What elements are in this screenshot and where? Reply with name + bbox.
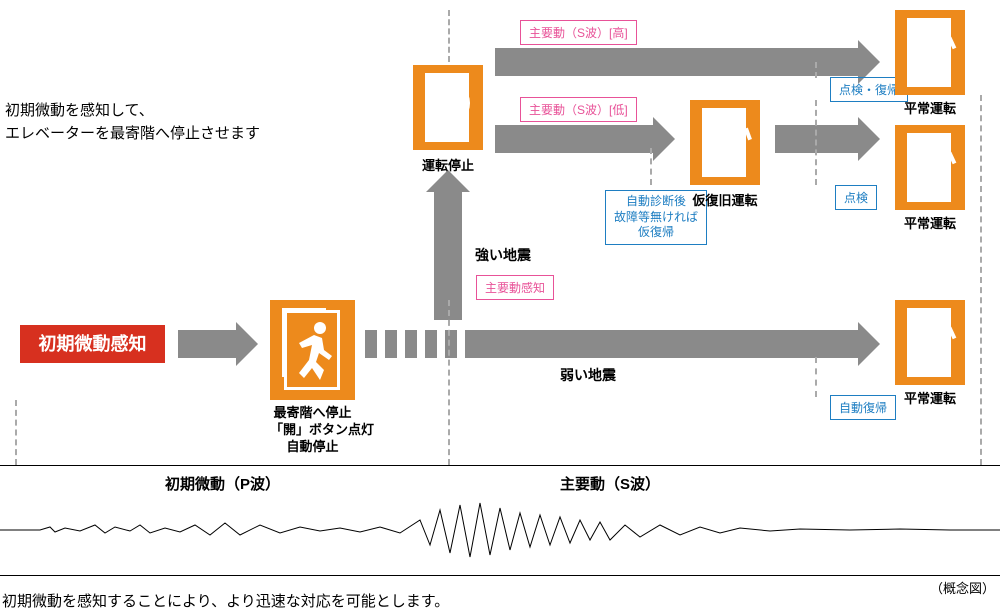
vdash-4 (650, 148, 652, 185)
swave-low-box: 主要動（S波）[低] (520, 97, 637, 122)
auto-recover-box: 自動復帰 (830, 395, 896, 420)
arrow-temp-to-normal2 (775, 125, 860, 153)
main-sense-box: 主要動感知 (476, 275, 554, 300)
vdash-3 (448, 300, 450, 465)
stop-label: 運転停止 (413, 155, 483, 174)
arrow-low (495, 125, 655, 153)
person-icon (935, 315, 957, 373)
nearest-floor-label: 最寄階へ停止 「開」ボタン点灯 自動停止 (270, 405, 355, 456)
pwave-label: 初期微動（P波） (165, 473, 280, 494)
intro-text: 初期微動を感知して、 エレベーターを最寄階へ停止させます (5, 100, 260, 145)
stop-icon: stop (425, 80, 471, 126)
divider-bottom (0, 575, 1000, 576)
arrow-weak-eq (465, 330, 860, 358)
inspect-box: 点検 (835, 185, 877, 210)
temp-recovery-label: 仮復旧運転 (685, 190, 765, 209)
dashed-segment (365, 330, 465, 358)
running-person-icon (294, 320, 336, 382)
arrow-start-to-nearest (178, 330, 238, 358)
footer-left: 初期微動を感知することにより、より迅速な対応を可能とします。 (2, 590, 449, 611)
standing-person-icon (730, 115, 752, 173)
vdash-7 (980, 95, 982, 465)
divider-top (0, 465, 1000, 466)
normal2-label: 平常運転 (890, 213, 970, 232)
footer-right: （概念図） (930, 578, 995, 597)
seismograph-wave (0, 495, 1000, 565)
swave-high-box: 主要動（S波）[高] (520, 20, 637, 45)
vdash-6 (815, 357, 817, 397)
stop-node: stop (413, 65, 483, 150)
arrow-high (495, 48, 860, 76)
start-badge: 初期微動感知 (20, 325, 165, 363)
temp-recovery-node (690, 100, 760, 185)
vdash-5b (815, 100, 817, 185)
normal2-node (895, 125, 965, 210)
vdash-5 (815, 62, 817, 78)
vdash-1 (15, 400, 17, 465)
vdash-2 (448, 10, 450, 62)
swave-label: 主要動（S波） (560, 473, 660, 494)
normal1-node (895, 10, 965, 95)
normal3-node (895, 300, 965, 385)
weak-eq-label: 弱い地震 (560, 365, 616, 385)
normal1-label: 平常運転 (890, 98, 970, 117)
normal3-label: 平常運転 (890, 388, 970, 407)
nearest-floor-node (270, 300, 355, 400)
person-icon (935, 140, 957, 198)
strong-eq-label: 強い地震 (475, 245, 531, 265)
svg-text:stop: stop (437, 99, 458, 110)
person-icon (935, 25, 957, 83)
